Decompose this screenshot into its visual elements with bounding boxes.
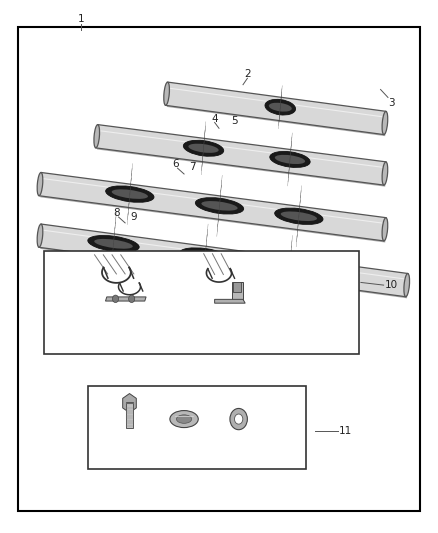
Ellipse shape (177, 415, 192, 423)
Ellipse shape (382, 217, 388, 241)
Polygon shape (123, 393, 136, 413)
Ellipse shape (201, 201, 238, 211)
Ellipse shape (275, 208, 323, 224)
Ellipse shape (37, 224, 43, 247)
Text: 5: 5 (231, 116, 237, 126)
Ellipse shape (184, 140, 224, 156)
Ellipse shape (106, 186, 154, 203)
Polygon shape (40, 225, 409, 298)
Ellipse shape (112, 189, 148, 199)
Ellipse shape (269, 103, 292, 111)
Ellipse shape (186, 251, 224, 261)
Text: 3: 3 (388, 98, 395, 108)
Text: 2: 2 (244, 69, 251, 79)
Text: 4: 4 (211, 114, 218, 124)
Polygon shape (96, 125, 386, 185)
Ellipse shape (170, 410, 198, 427)
Polygon shape (40, 174, 387, 243)
Bar (127, 402, 133, 427)
Polygon shape (232, 282, 243, 302)
Polygon shape (97, 126, 387, 187)
Ellipse shape (404, 273, 410, 297)
Polygon shape (166, 82, 386, 135)
Bar (233, 282, 241, 292)
Ellipse shape (275, 155, 305, 164)
Ellipse shape (37, 173, 43, 196)
Circle shape (129, 295, 135, 303)
Ellipse shape (270, 263, 309, 272)
Text: 9: 9 (131, 212, 137, 222)
Ellipse shape (264, 259, 315, 276)
Text: 8: 8 (113, 208, 120, 219)
Text: 10: 10 (385, 280, 398, 290)
Polygon shape (39, 173, 386, 241)
Ellipse shape (94, 125, 99, 148)
Ellipse shape (265, 99, 296, 115)
Text: 11: 11 (339, 426, 352, 437)
Polygon shape (215, 300, 245, 303)
Ellipse shape (195, 198, 244, 214)
Ellipse shape (230, 408, 247, 430)
Bar (88, 386, 306, 469)
Text: 1: 1 (78, 14, 85, 25)
Bar (44, 251, 359, 354)
Ellipse shape (382, 111, 388, 135)
Ellipse shape (188, 144, 219, 153)
Circle shape (113, 295, 119, 303)
Polygon shape (167, 84, 387, 136)
Ellipse shape (88, 236, 139, 252)
Text: 7: 7 (190, 162, 196, 172)
Ellipse shape (94, 239, 133, 249)
Text: 6: 6 (172, 159, 179, 169)
Ellipse shape (270, 151, 310, 167)
Ellipse shape (234, 414, 243, 424)
Ellipse shape (180, 248, 231, 264)
Ellipse shape (382, 162, 388, 185)
Polygon shape (39, 224, 408, 297)
Ellipse shape (281, 212, 317, 221)
Polygon shape (106, 297, 146, 301)
Ellipse shape (164, 82, 170, 106)
